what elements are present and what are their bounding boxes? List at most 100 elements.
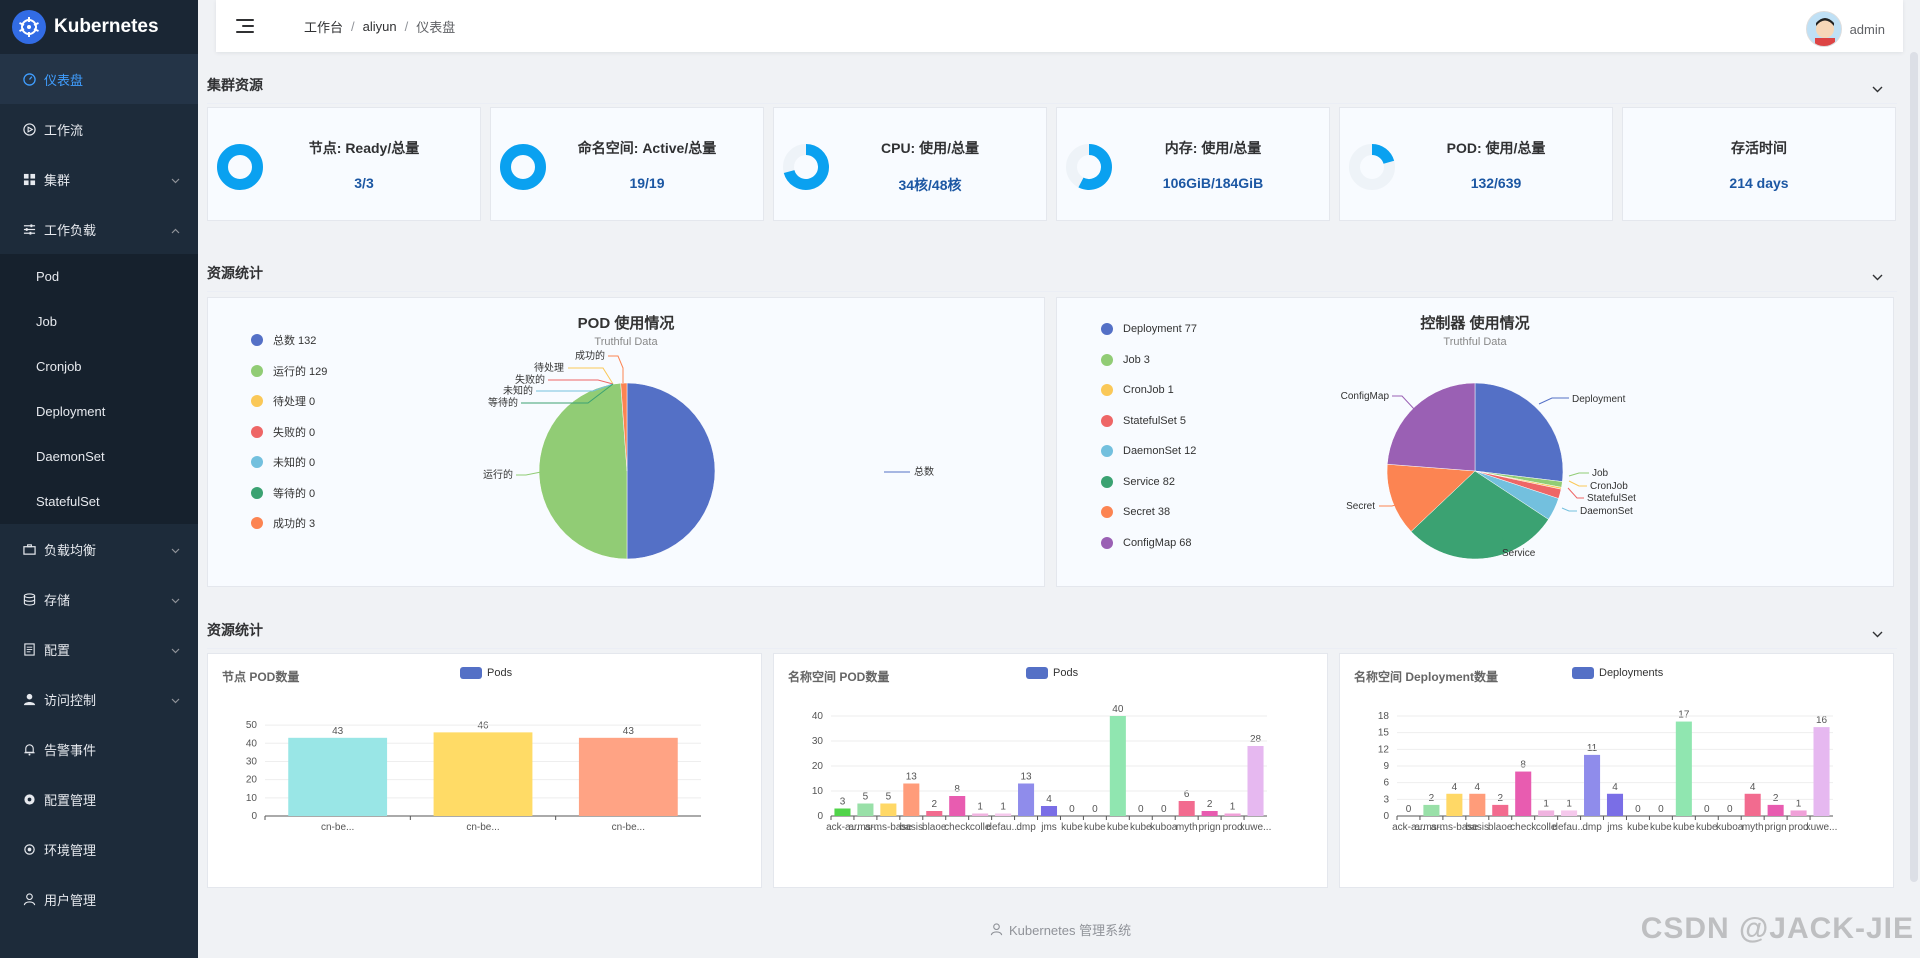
y-tick-label: 0: [817, 811, 823, 822]
legend-item[interactable]: Secret 38: [1101, 497, 1197, 528]
bar: [857, 803, 874, 816]
legend-item[interactable]: ConfigMap 68: [1101, 528, 1197, 559]
sidebar-item-config-management[interactable]: 配置管理: [0, 774, 198, 824]
data-label: 0: [1658, 804, 1664, 815]
legend-item[interactable]: 未知的 0: [251, 447, 327, 478]
legend-item[interactable]: Deployment 77: [1101, 314, 1197, 345]
namespace-deployment-bar-chart[interactable]: 03691215180ack-a...2arms-...4arms-base4b…: [1340, 654, 1895, 889]
user-menu[interactable]: admin: [1805, 11, 1885, 47]
ring-fill: [217, 144, 263, 190]
sidebar-item-job[interactable]: Job: [0, 299, 198, 344]
legend-item[interactable]: CronJob 1: [1101, 375, 1197, 406]
legend-item[interactable]: DaemonSet 12: [1101, 436, 1197, 467]
legend-item[interactable]: StatefulSet 5: [1101, 406, 1197, 437]
sidebar-item-workflow[interactable]: 工作流: [0, 104, 198, 154]
legend-label: Service 82: [1123, 475, 1175, 488]
namespace-pod-bar-chart[interactable]: 0102030403ack-a...5arms-...5arms-base13b…: [774, 654, 1329, 889]
sidebar-item-pod[interactable]: Pod: [0, 254, 198, 299]
data-label: 0: [1727, 804, 1733, 815]
stat-title: CPU: 使用/总量: [881, 140, 979, 156]
node-pod-bar-chart[interactable]: 0 10 20 30 40 50 43 cn-be... 46 cn-be... 43 cn-be..…: [208, 654, 763, 889]
pod-pie-chart[interactable]: 总数 运行的 待处理 失败的 未知的 等待的 成功的: [208, 298, 1046, 588]
chart-legend[interactable]: Pods: [460, 667, 512, 679]
x-tick-label: prod: [1223, 822, 1243, 833]
stat-value: 106GiB/184GiB: [1162, 175, 1264, 191]
legend-item[interactable]: Job 3: [1101, 345, 1197, 376]
chevron-up-icon: [171, 222, 180, 237]
ring-fill: [500, 144, 546, 190]
legend-item[interactable]: 失败的 0: [251, 417, 327, 448]
legend-item[interactable]: 等待的 0: [251, 478, 327, 509]
breadcrumb-item[interactable]: 工作台: [304, 19, 344, 35]
sidebar-item-label: Job: [36, 314, 57, 329]
avatar[interactable]: [1805, 11, 1842, 47]
data-label: 2: [1497, 793, 1503, 804]
section-header-resources-2[interactable]: 资源统计: [207, 611, 1897, 649]
data-label: 0: [1092, 804, 1098, 815]
hamburger-menu-icon[interactable]: [236, 19, 254, 33]
page-scrollbar[interactable]: [1910, 52, 1918, 882]
sidebar-item-environment[interactable]: 环境管理: [0, 824, 198, 874]
sidebar-item-cluster[interactable]: 集群: [0, 154, 198, 204]
data-label: 5: [886, 792, 892, 803]
data-label: 0: [1406, 804, 1412, 815]
pie-label: Job: [1592, 468, 1609, 479]
sidebar-item-storage[interactable]: 存储: [0, 574, 198, 624]
legend-label: DaemonSet 12: [1123, 445, 1197, 458]
sidebar-item-deployment[interactable]: Deployment: [0, 389, 198, 434]
pie-slice: [626, 382, 716, 560]
data-label: 3: [840, 797, 846, 808]
sidebar-item-statefulset[interactable]: StatefulSet: [0, 479, 198, 524]
sidebar-item-access-control[interactable]: 访问控制: [0, 674, 198, 724]
logo[interactable]: Kubernetes: [0, 0, 198, 54]
legend-item[interactable]: 成功的 3: [251, 508, 327, 539]
legend-dot: [1101, 536, 1113, 549]
stat-title: 存活时间: [1731, 140, 1787, 156]
bar: [1606, 793, 1624, 816]
breadcrumb-item[interactable]: aliyun: [362, 18, 397, 34]
data-label: 1: [1796, 798, 1802, 809]
sidebar-item-workload[interactable]: 工作负载: [0, 204, 198, 254]
legend-item[interactable]: Service 82: [1101, 467, 1197, 498]
legend-label: 未知的 0: [273, 457, 316, 470]
sidebar-item-loadbalance[interactable]: 负载均衡: [0, 524, 198, 574]
chevron-down-icon[interactable]: [1872, 80, 1883, 98]
sidebar-item-cronjob[interactable]: Cronjob: [0, 344, 198, 389]
section-header-resources[interactable]: 资源统计: [207, 254, 1897, 292]
pie-slice: [1474, 382, 1564, 482]
legend-dot: [1101, 445, 1113, 458]
sidebar-item-daemonset[interactable]: DaemonSet: [0, 434, 198, 479]
legend-item[interactable]: 总数 132: [251, 325, 327, 356]
ring-fill: [783, 144, 829, 190]
pie-leader-line: [1568, 472, 1589, 477]
x-tick-label: ack-a...: [826, 822, 859, 833]
section-header-cluster[interactable]: 集群资源: [207, 66, 1897, 104]
legend-dot: [1101, 506, 1113, 519]
chart-legend[interactable]: Deployments: [1572, 667, 1663, 679]
x-tick-label: xuwe...: [1806, 822, 1838, 833]
x-tick-label: kube: [1084, 822, 1106, 833]
sidebar-item-config[interactable]: 配置: [0, 624, 198, 674]
chevron-down-icon: [171, 542, 180, 557]
x-tick-label: colle: [970, 822, 991, 833]
chart-legend[interactable]: Pods: [1026, 667, 1078, 679]
breadcrumb-separator: /: [404, 18, 409, 34]
chart-legend: Deployment 77 Job 3 CronJob 1 StatefulSe…: [1101, 314, 1197, 558]
node-pod-bar-card: 节点 POD数量 Pods 0 10 20 30 40 50 43 cn-be... 46 cn-…: [207, 653, 762, 888]
chevron-down-icon[interactable]: [1872, 625, 1883, 643]
y-tick-label: 50: [246, 720, 258, 731]
environment-icon: [22, 842, 36, 856]
controller-pie-chart[interactable]: Deployment Job CronJob StatefulSet Daemo…: [1057, 298, 1895, 588]
data-label: 4: [1475, 782, 1481, 793]
sidebar-item-users[interactable]: 用户管理: [0, 874, 198, 924]
sidebar-item-alerts[interactable]: 告警事件: [0, 724, 198, 774]
x-tick-label: cn-be...: [612, 822, 645, 833]
chevron-down-icon[interactable]: [1872, 268, 1883, 286]
sidebar-item-dashboard[interactable]: 仪表盘: [0, 54, 198, 104]
legend-label: 总数 132: [273, 335, 317, 348]
y-tick-label: 40: [246, 738, 258, 749]
pie-leader-line: [521, 383, 614, 404]
sidebar-item-label: 配置管理: [44, 792, 97, 808]
legend-item[interactable]: 待处理 0: [251, 386, 327, 417]
legend-item[interactable]: 运行的 129: [251, 356, 327, 387]
